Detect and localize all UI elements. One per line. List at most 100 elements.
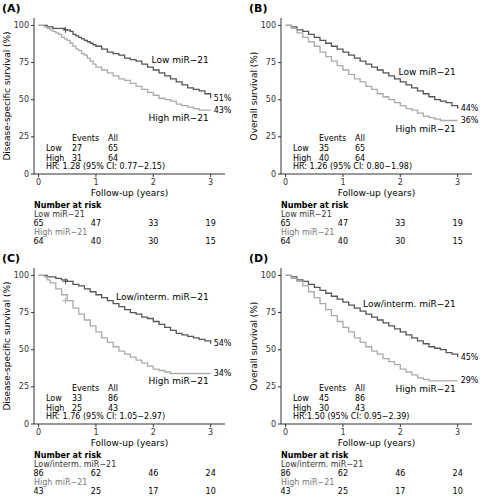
x-tick-label: 0 xyxy=(36,428,41,437)
panel: (D)02550751000123Overall survival (%)Fol… xyxy=(249,252,479,496)
end-label: 45% xyxy=(461,353,479,362)
y-tick xyxy=(31,424,34,425)
x-tick-label: 1 xyxy=(93,178,98,187)
y-tick-label: 100 xyxy=(14,21,29,30)
at-risk-value: 24 xyxy=(206,469,216,478)
end-label: 54% xyxy=(214,339,232,348)
survival-curve xyxy=(39,25,211,110)
curve-label: High miR−21 xyxy=(396,384,456,394)
x-tick xyxy=(400,424,401,427)
curve-label: Low/interm. miR−21 xyxy=(363,299,456,309)
y-tick xyxy=(31,25,34,26)
at-risk-value: 17 xyxy=(148,487,158,496)
at-risk-value: 86 xyxy=(280,469,290,478)
end-label: 51% xyxy=(214,94,232,103)
events-header: Events xyxy=(319,134,346,143)
y-tick xyxy=(31,174,34,175)
y-tick-label: 25 xyxy=(266,382,276,391)
x-tick xyxy=(457,174,458,177)
at-risk-value: 86 xyxy=(33,469,43,478)
y-tick-label: 25 xyxy=(19,382,29,391)
at-risk-value: 17 xyxy=(395,487,405,496)
y-tick xyxy=(31,62,34,63)
x-tick-label: 0 xyxy=(283,428,288,437)
y-tick xyxy=(278,386,281,387)
curve-label: High miR−21 xyxy=(149,113,209,123)
survival-curve xyxy=(286,275,458,380)
y-axis-line xyxy=(34,18,35,174)
y-tick xyxy=(31,275,34,276)
events-header: All xyxy=(355,384,365,393)
x-tick xyxy=(38,174,39,177)
y-tick-label: 0 xyxy=(24,420,29,429)
at-risk-value: 64 xyxy=(33,237,43,246)
x-axis-line xyxy=(34,174,225,175)
panel-title: (A) xyxy=(2,2,21,15)
curve-label: Low miR−21 xyxy=(152,55,209,65)
panel: (C)02550751000123Disease-specific surviv… xyxy=(2,252,232,496)
x-tick xyxy=(210,424,211,427)
censor-mark xyxy=(63,278,69,284)
x-axis-label: Follow-up (years) xyxy=(91,438,169,448)
at-risk-value: 33 xyxy=(148,219,158,228)
y-tick-label: 50 xyxy=(19,95,29,104)
y-tick xyxy=(31,312,34,313)
x-tick xyxy=(285,424,286,427)
y-axis-line xyxy=(34,268,35,424)
y-axis-label: Disease-specific survival (%) xyxy=(2,31,12,160)
at-risk-value: 62 xyxy=(338,469,348,478)
x-axis-label: Follow-up (years) xyxy=(91,188,169,198)
x-tick-label: 1 xyxy=(340,428,345,437)
at-risk-value: 40 xyxy=(91,237,101,246)
panel-title: (D) xyxy=(249,252,268,265)
y-tick-label: 75 xyxy=(19,308,29,317)
x-tick-label: 0 xyxy=(36,178,41,187)
y-tick xyxy=(278,99,281,100)
at-risk-row-label: Low/interm. miR−21 xyxy=(281,460,363,469)
events-group: Low xyxy=(46,144,62,153)
at-risk-value: 43 xyxy=(280,487,290,496)
events-count: 27 xyxy=(72,144,82,153)
y-tick-label: 100 xyxy=(261,21,276,30)
x-axis-label: Follow-up (years) xyxy=(338,188,416,198)
events-header: Events xyxy=(319,384,346,393)
curve-label: High miR−21 xyxy=(396,124,456,134)
y-tick xyxy=(278,25,281,26)
events-total: 43 xyxy=(108,404,118,413)
x-axis-line xyxy=(281,424,472,425)
at-risk-value: 15 xyxy=(206,237,216,246)
x-axis-line xyxy=(34,424,225,425)
end-label: 29% xyxy=(461,376,479,385)
at-risk-value: 64 xyxy=(280,237,290,246)
at-risk-value: 30 xyxy=(395,237,405,246)
y-tick xyxy=(31,386,34,387)
hr-label: HR: 1.26 (95% CI: 0.80−1.98) xyxy=(293,162,412,171)
at-risk-row-label: Low/interm. miR−21 xyxy=(34,460,116,469)
events-count: 35 xyxy=(319,144,329,153)
end-label: 36% xyxy=(461,116,479,125)
at-risk-value: 25 xyxy=(91,487,101,496)
at-risk-row-label: Low miR−21 xyxy=(281,210,332,219)
figure: (A)02550751000123Disease-specific surviv… xyxy=(0,0,494,500)
events-count: 45 xyxy=(319,394,329,403)
x-tick xyxy=(153,424,154,427)
plot-area xyxy=(286,275,458,380)
x-tick-label: 3 xyxy=(455,178,460,187)
y-tick-label: 75 xyxy=(266,308,276,317)
x-tick-label: 2 xyxy=(151,428,156,437)
events-group: High xyxy=(293,154,311,163)
at-risk-row-label: High miR−21 xyxy=(281,478,334,487)
events-count: 33 xyxy=(72,394,82,403)
events-total: 64 xyxy=(355,154,365,163)
at-risk-value: 33 xyxy=(395,219,405,228)
y-tick xyxy=(31,136,34,137)
x-tick-label: 3 xyxy=(208,178,213,187)
y-tick-label: 100 xyxy=(261,271,276,280)
x-tick xyxy=(342,174,343,177)
at-risk-value: 47 xyxy=(91,219,101,228)
events-header: Events xyxy=(72,134,99,143)
survival-curve xyxy=(286,275,458,357)
end-label: 44% xyxy=(461,104,479,113)
y-tick xyxy=(278,312,281,313)
events-total: 43 xyxy=(355,404,365,413)
